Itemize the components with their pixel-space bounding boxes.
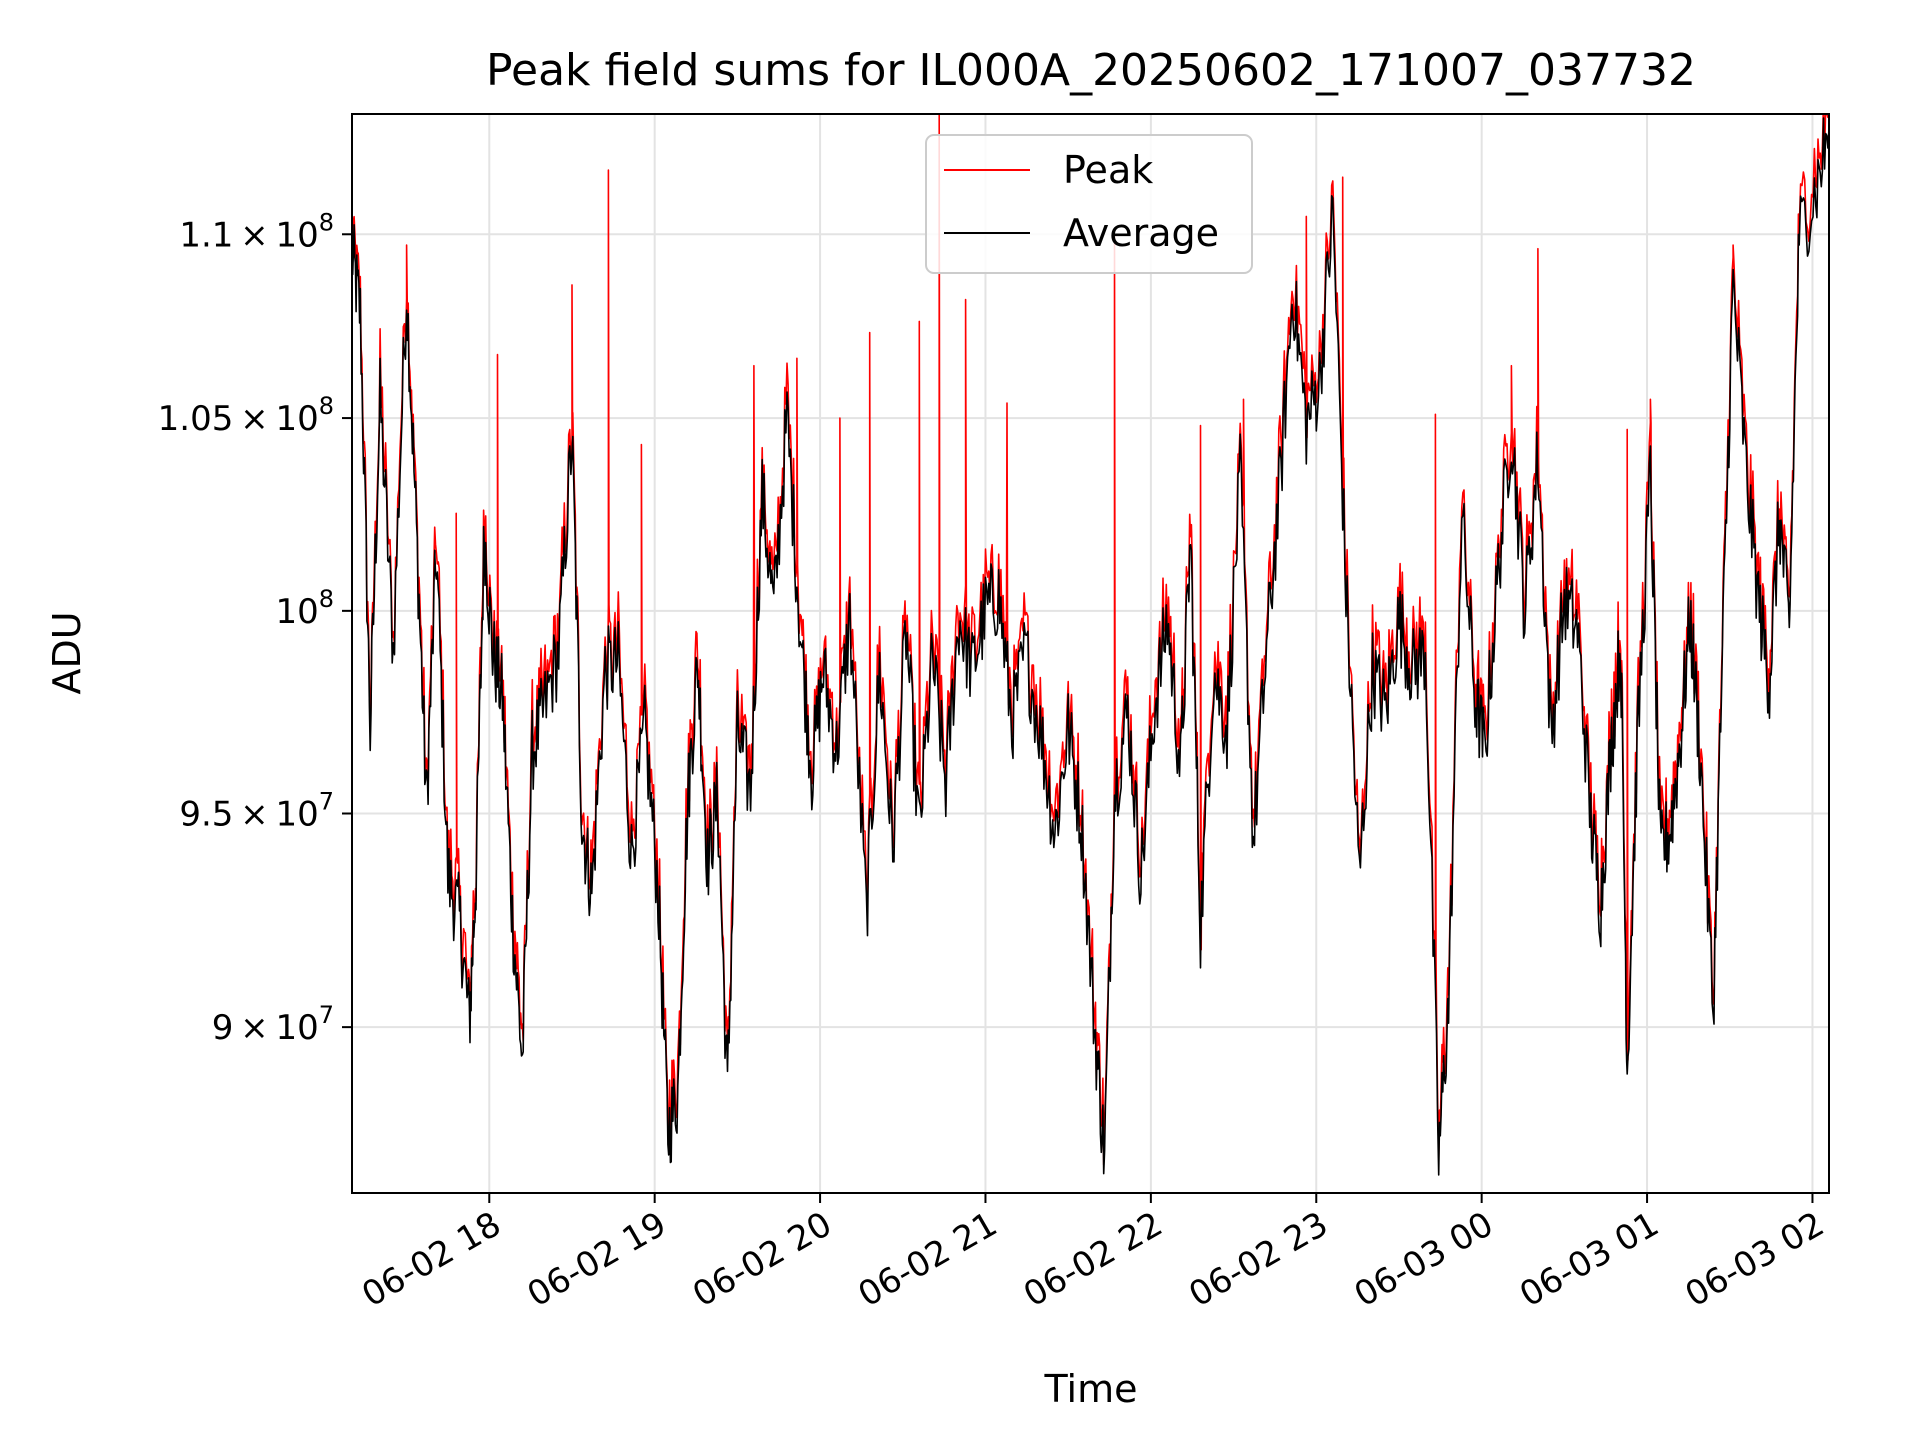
- legend: Peak Average: [925, 134, 1253, 274]
- y-tick-label: 9.5 × 107: [179, 788, 334, 835]
- series-layer: [352, 114, 1829, 1176]
- y-axis: 9 × 107 9.5 × 107 108 1.05 × 108 1.1 × 108: [158, 208, 352, 1048]
- legend-label-peak: Peak: [1063, 148, 1153, 192]
- y-tick-label: 108: [275, 585, 334, 632]
- x-axis-label: Time: [1044, 1367, 1138, 1411]
- chart-title: Peak field sums for IL000A_20250602_1710…: [486, 45, 1696, 96]
- y-tick-label: 1.1 × 108: [179, 208, 334, 255]
- y-tick-label: 1.05 × 108: [158, 392, 334, 439]
- y-axis-label: ADU: [45, 611, 89, 694]
- y-tick-label: 9 × 107: [212, 1001, 334, 1048]
- legend-label-average: Average: [1063, 211, 1219, 255]
- series-line-average: [352, 117, 1829, 1176]
- plot-frame: [351, 113, 1830, 1194]
